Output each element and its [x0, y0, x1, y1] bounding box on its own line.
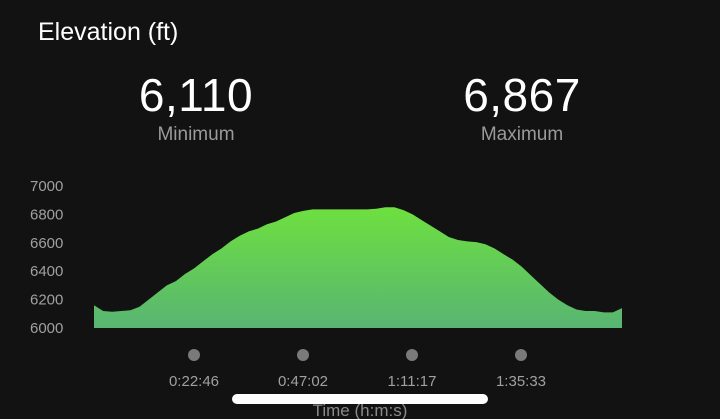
x-axis-label: Time (h:m:s) — [313, 401, 408, 419]
x-tick-label: 0:47:02 — [278, 373, 328, 390]
chart-title: Elevation (ft) — [38, 18, 179, 46]
minimum-value: 6,110 — [138, 69, 254, 121]
y-tick-label: 6600 — [30, 235, 63, 252]
maximum-value: 6,867 — [463, 69, 581, 121]
maximum-label: Maximum — [480, 124, 564, 145]
x-tick-label: 1:35:33 — [496, 373, 546, 390]
minimum-stat: 6,110 Minimum — [96, 72, 296, 146]
area-layer — [94, 207, 622, 328]
x-tick-marker[interactable] — [188, 349, 200, 361]
x-tick-marker[interactable] — [406, 349, 418, 361]
elevation-area — [94, 207, 622, 328]
x-tick-marker[interactable] — [297, 349, 309, 361]
y-tick-label: 6800 — [30, 206, 63, 223]
x-tick-label: 0:22:46 — [169, 373, 219, 390]
maximum-stat: 6,867 Maximum — [422, 72, 622, 146]
x-axis: 0:22:46 0:47:02 1:11:17 1:35:33 — [169, 349, 546, 390]
x-tick-label: 1:11:17 — [388, 373, 437, 390]
y-axis: 6000 6200 6400 6600 6800 7000 — [30, 178, 63, 337]
x-tick-marker[interactable] — [515, 349, 527, 361]
minimum-label: Minimum — [157, 124, 235, 145]
home-indicator[interactable] — [232, 394, 488, 404]
y-tick-label: 7000 — [30, 178, 63, 195]
y-tick-label: 6000 — [30, 320, 63, 337]
y-tick-label: 6400 — [30, 263, 63, 280]
y-tick-label: 6200 — [30, 292, 63, 309]
